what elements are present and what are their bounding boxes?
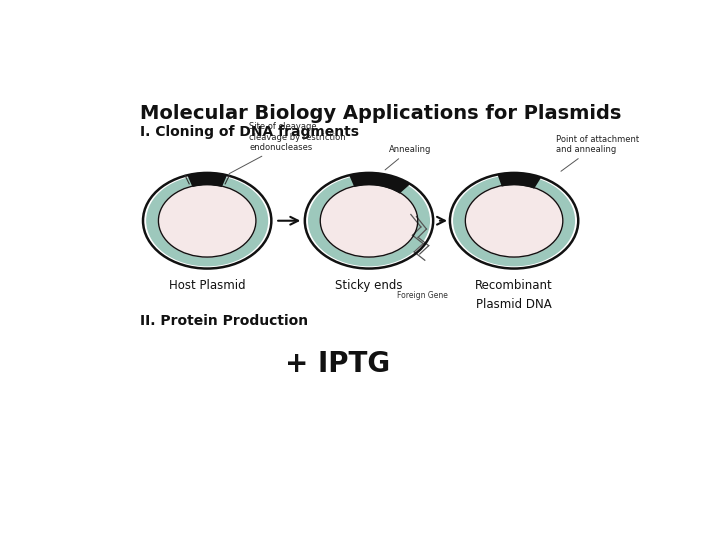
Circle shape [454, 176, 575, 266]
Circle shape [150, 178, 265, 264]
Text: I. Cloning of DNA fragments: I. Cloning of DNA fragments [140, 125, 359, 139]
Wedge shape [187, 173, 227, 187]
Circle shape [456, 178, 572, 264]
Wedge shape [349, 173, 410, 194]
Text: Sticky ends: Sticky ends [336, 279, 402, 292]
Text: Plasmid DNA: Plasmid DNA [476, 298, 552, 310]
Text: Host Plasmid: Host Plasmid [169, 279, 246, 292]
Text: Molecular Biology Applications for Plasmids: Molecular Biology Applications for Plasm… [140, 104, 621, 123]
Circle shape [158, 184, 256, 257]
Wedge shape [498, 173, 541, 188]
Text: Annealing: Annealing [385, 145, 431, 170]
Circle shape [465, 184, 563, 257]
Text: Point of attachment
and annealing: Point of attachment and annealing [556, 135, 639, 171]
Circle shape [309, 176, 429, 266]
Circle shape [311, 178, 427, 264]
Circle shape [320, 184, 418, 257]
Text: Recombinant: Recombinant [475, 279, 553, 292]
Text: + IPTG: + IPTG [285, 350, 390, 378]
Text: Site of cleavage
cleavage by restriction
endonucleases: Site of cleavage cleavage by restriction… [229, 123, 346, 174]
Circle shape [147, 176, 268, 266]
Text: Foreign Gene: Foreign Gene [397, 292, 447, 300]
Text: II. Protein Production: II. Protein Production [140, 314, 308, 328]
